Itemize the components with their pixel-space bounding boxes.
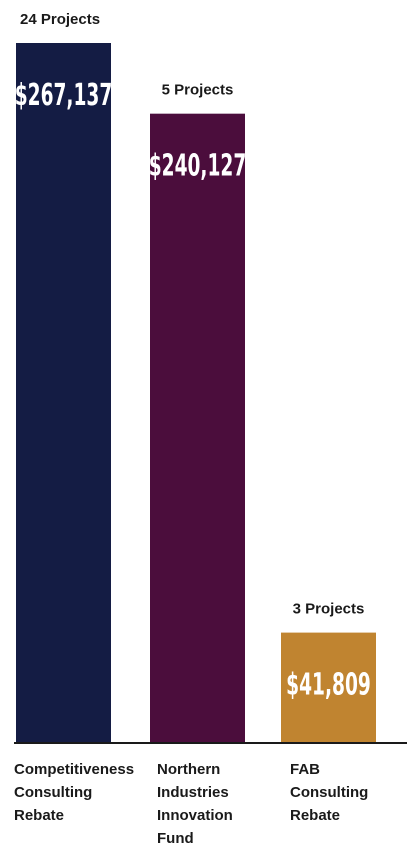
project-count-label-2: 5 Projects xyxy=(162,82,234,99)
category-label-3: FAB Consulting Rebate xyxy=(290,761,368,824)
category-label-2: Northern Industries Innovation Fund xyxy=(157,761,233,844)
project-count-label-3: 3 Projects xyxy=(293,601,365,618)
category-label-1: Competitiveness Consulting Rebate xyxy=(14,761,134,824)
project-count-labels: 24 Projects 5 Projects 3 Projects xyxy=(20,11,364,618)
bar-1 xyxy=(16,43,111,742)
bar-2 xyxy=(150,113,245,743)
value-label-3: $41,809 xyxy=(286,667,371,702)
value-labels: $267,137 $240,127 $41,809 xyxy=(15,77,371,701)
category-labels: Competitiveness Consulting Rebate Northern I… xyxy=(14,761,368,844)
value-label-1: $267,137 xyxy=(15,77,113,112)
bars-group xyxy=(16,43,376,743)
bar-3 xyxy=(281,632,376,742)
project-count-label-1: 24 Projects xyxy=(20,11,100,28)
value-label-2: $240,127 xyxy=(149,148,247,183)
